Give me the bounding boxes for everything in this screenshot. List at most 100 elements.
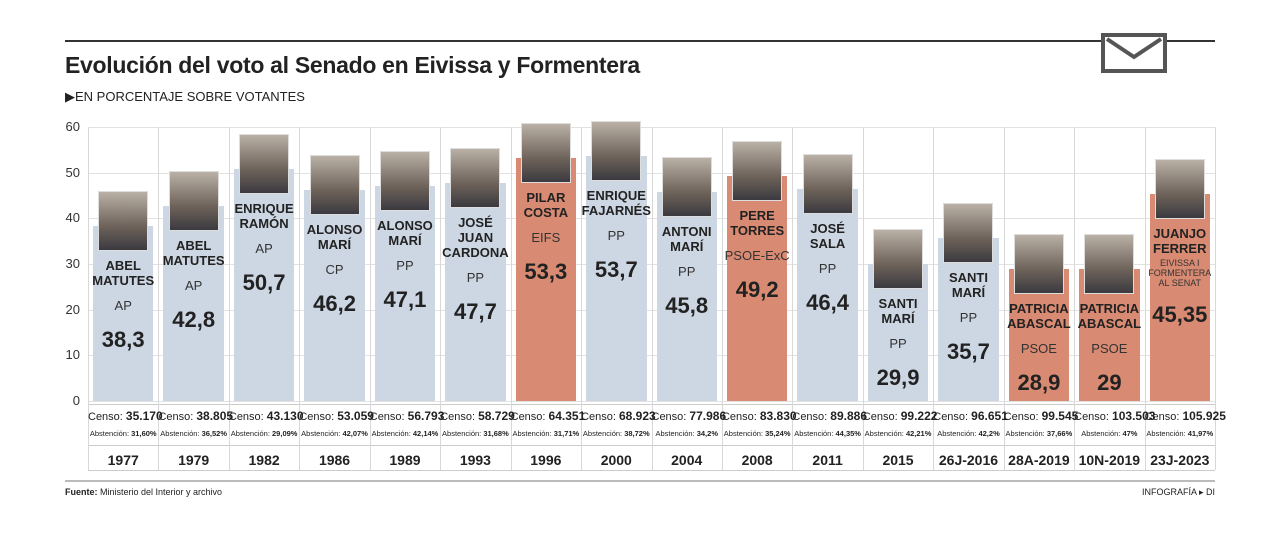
candidate-photo [1013,234,1064,295]
party-label: PP [959,309,978,325]
bar-labels: ENRIQUE FAJARNÉS PP 53,7 [581,188,651,283]
election-column: ANTONI MARÍ PP 45,8 Censo: 77.986 Abstención… [652,0,726,548]
abstencion-caption: Abstención: [512,429,554,438]
data-label: 28,9 [1017,370,1061,396]
column-divider [1144,127,1146,470]
party-label: CP [325,262,344,278]
candidate-name: ABEL MATUTES [162,237,225,268]
abstencion-value: 44,35% [835,429,861,438]
bar-labels: JUANJO FERRER EIVISSA I FORMENTERA AL SEN… [1145,226,1215,328]
abstencion-value: 31,71% [553,429,580,438]
party-label: PSOE-ExC [724,248,790,264]
bar [938,237,999,401]
censo-label: Censo: 68.923 [581,409,656,423]
candidate-photo [1154,158,1205,219]
y-tick-label: 50 [65,164,80,180]
bar [445,183,506,401]
abstencion-label: Abstención: 44,35% [792,429,862,438]
censo-label: Censo: 53.059 [299,409,374,423]
abstencion-value: 42,2% [978,429,1000,438]
x-tick-label: 10N-2019 [1078,452,1141,468]
party-label: PP [678,263,696,279]
censo-value: 53.059 [337,409,374,423]
mail-icon[interactable] [1101,33,1167,73]
party-label: PP [396,257,414,273]
bar [163,205,224,401]
bar [726,176,788,401]
party-label: AP [184,277,203,293]
candidate-name: PATRICIA ABASCAL [1077,300,1142,331]
bar-labels: ALONSO MARÍ PP 47,1 [370,218,440,313]
candidate-photo [379,150,430,211]
abstencion-caption: Abstención: [230,429,273,438]
party-label: EIVISSA I FORMENTERA AL SENAT [1148,257,1212,288]
censo-caption: Censo: [1003,411,1042,423]
election-column: ABEL MATUTES AP 38,3 Censo: 35.170 Abstenció… [88,0,163,548]
abstencion-value: 36,52% [201,429,228,438]
abstencion-label: Abstención: 47% [1074,429,1144,438]
abstencion-caption: Abstención: [301,429,343,438]
bar-labels: ENRIQUE RAMÓN AP 50,7 [229,201,299,296]
abstencion-label: Abstención: 31,60% [88,429,158,438]
column-divider [88,127,89,470]
x-tick-label: 23J-2023 [1150,452,1210,468]
candidate-name: ALONSO MARÍ [306,222,363,253]
bar-labels: ABEL MATUTES AP 38,3 [88,258,158,353]
censo-label: Censo: 35.170 [88,409,163,423]
abstencion-value: 42,14% [412,429,439,438]
censo-value: 99.545 [1041,409,1079,423]
party-label: PP [889,336,907,352]
election-column: PATRICIA ABASCAL PSOE 28,9 Censo: 99.545 Abs… [1003,0,1079,548]
abstencion-caption: Abstención: [723,429,766,438]
candidate-name: PATRICIA ABASCAL [1007,301,1071,332]
censo-label: Censo: 58.729 [440,409,515,423]
party-label: PP [466,270,485,286]
censo-caption: Censo: [510,411,549,423]
censo-label: Censo: 99.545 [1003,409,1079,423]
election-column: PERE TORRES PSOE-ExC 49,2 Censo: 83.830 Abst… [722,0,797,548]
data-label: 49,2 [735,277,779,303]
data-label: 53,7 [594,256,638,282]
column-divider [792,127,794,470]
party-label: PP [818,261,837,277]
censo-value: 89.886 [830,409,867,423]
candidate-photo [1084,233,1135,294]
censo-label: Censo: 43.130 [229,409,304,423]
data-label: 53,3 [524,258,568,284]
abstencion-caption: Abstención: [864,429,906,438]
censo-caption: Censo: [1144,411,1183,423]
chart-title: Evolución del voto al Senado en Eivissa … [65,52,640,78]
candidate-name: ANTONI MARÍ [661,223,712,254]
chart-subtitle: ▶EN PORCENTAJE SOBRE VOTANTES [65,89,305,104]
abstencion-caption: Abstención: [160,429,202,438]
censo-caption: Censo: [1074,411,1113,423]
x-tick-label: 28A-2019 [1008,452,1070,468]
candidate-name: SANTI MARÍ [948,269,988,300]
election-column: ABEL MATUTES AP 42,8 Censo: 38.805 Abstenció… [158,0,233,548]
censo-value: 64.351 [548,409,586,423]
censo-label: Censo: 105.925 [1144,409,1226,423]
y-tick-label: 40 [65,210,80,226]
abstencion-caption: Abstención: [89,429,132,438]
data-label: 38,3 [101,327,145,353]
candidate-photo [309,155,360,216]
censo-caption: Censo: [933,411,972,423]
bar-labels: PATRICIA ABASCAL PSOE 28,9 [1004,301,1074,396]
column-divider [228,127,230,470]
censo-value: 77.986 [689,409,727,423]
censo-label: Censo: 56.793 [369,409,445,423]
candidate-photo [168,170,219,231]
source-text: Ministerio del Interior y archivo [100,487,223,497]
abstencion-caption: Abstención: [1081,429,1123,438]
candidate-name: PILAR COSTA [523,189,569,220]
x-tick-label: 1977 [107,452,139,468]
election-column: SANTI MARÍ PP 29,9 Censo: 99.222 Abstención:… [863,0,937,548]
election-column: SANTI MARÍ PP 35,7 Censo: 96.651 Abstención:… [933,0,1008,548]
election-column: JOSÉ SALA PP 46,4 Censo: 89.886 Abstención: … [792,0,867,548]
column-divider [862,127,864,470]
censo-label: Censo: 103.503 [1074,409,1155,423]
censo-caption: Censo: [369,411,408,423]
censo-label: Censo: 64.351 [510,409,586,423]
data-label: 42,8 [172,306,216,332]
